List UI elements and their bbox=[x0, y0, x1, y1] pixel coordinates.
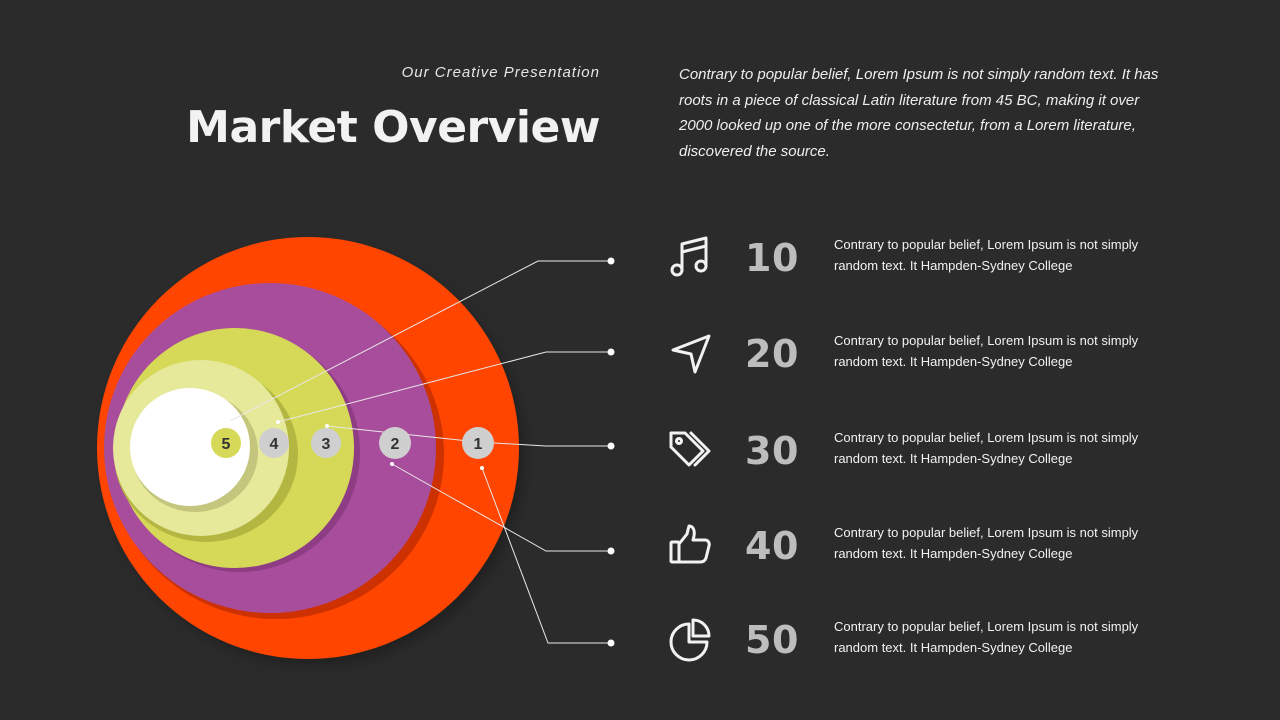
list-item: 50 Contrary to popular belief, Lorem Ips… bbox=[660, 616, 1180, 676]
marker-4-label: 4 bbox=[270, 436, 279, 453]
connector-dot bbox=[325, 424, 329, 428]
pie-chart-icon bbox=[669, 618, 711, 662]
item-value: 40 bbox=[745, 524, 799, 568]
marker-3-label: 3 bbox=[322, 436, 331, 453]
item-value: 10 bbox=[745, 236, 799, 280]
marker-4 bbox=[259, 428, 289, 458]
connector-dot bbox=[607, 442, 615, 450]
item-value: 50 bbox=[745, 618, 799, 662]
list-item: 20 Contrary to popular belief, Lorem Ips… bbox=[660, 330, 1180, 390]
item-description: Contrary to popular belief, Lorem Ipsum … bbox=[834, 525, 1139, 561]
list-item: 10 Contrary to popular belief, Lorem Ips… bbox=[660, 234, 1180, 294]
marker-5 bbox=[211, 428, 241, 458]
connector-dot bbox=[276, 420, 280, 424]
connector-dot bbox=[607, 348, 615, 356]
connector-dot bbox=[480, 466, 484, 470]
connector-dot bbox=[607, 639, 615, 647]
connector-dot bbox=[226, 420, 230, 424]
connector-dot bbox=[607, 257, 615, 265]
tags-icon bbox=[669, 431, 711, 467]
marker-2-label: 2 bbox=[391, 436, 400, 453]
marker-3 bbox=[311, 428, 341, 458]
item-description: Contrary to popular belief, Lorem Ipsum … bbox=[834, 430, 1139, 466]
marker-1-label: 1 bbox=[474, 436, 483, 453]
music-note-icon bbox=[670, 236, 708, 277]
item-description: Contrary to popular belief, Lorem Ipsum … bbox=[834, 333, 1139, 369]
item-description: Contrary to popular belief, Lorem Ipsum … bbox=[834, 619, 1139, 655]
list-item: 40 Contrary to popular belief, Lorem Ips… bbox=[660, 522, 1180, 582]
circle-5 bbox=[130, 388, 250, 506]
page-title: Market Overview bbox=[186, 102, 600, 153]
connector-dot bbox=[390, 462, 394, 466]
navigation-arrow-icon bbox=[671, 334, 711, 374]
presentation-subtitle: Our Creative Presentation bbox=[401, 64, 600, 81]
intro-paragraph: Contrary to popular belief, Lorem Ipsum … bbox=[679, 66, 1159, 160]
connector-line-1 bbox=[481, 467, 610, 644]
item-description: Contrary to popular belief, Lorem Ipsum … bbox=[834, 237, 1139, 273]
list-item: 30 Contrary to popular belief, Lorem Ips… bbox=[660, 427, 1180, 487]
connector-line-5 bbox=[227, 260, 610, 423]
connector-dot bbox=[607, 547, 615, 555]
marker-1 bbox=[462, 427, 494, 459]
connector-line-4 bbox=[277, 351, 610, 423]
marker-5-label: 5 bbox=[222, 436, 231, 453]
marker-2 bbox=[379, 427, 411, 459]
connector-line-2 bbox=[391, 463, 610, 552]
item-value: 20 bbox=[745, 332, 799, 376]
thumbs-up-icon bbox=[669, 524, 711, 564]
item-value: 30 bbox=[745, 429, 799, 473]
